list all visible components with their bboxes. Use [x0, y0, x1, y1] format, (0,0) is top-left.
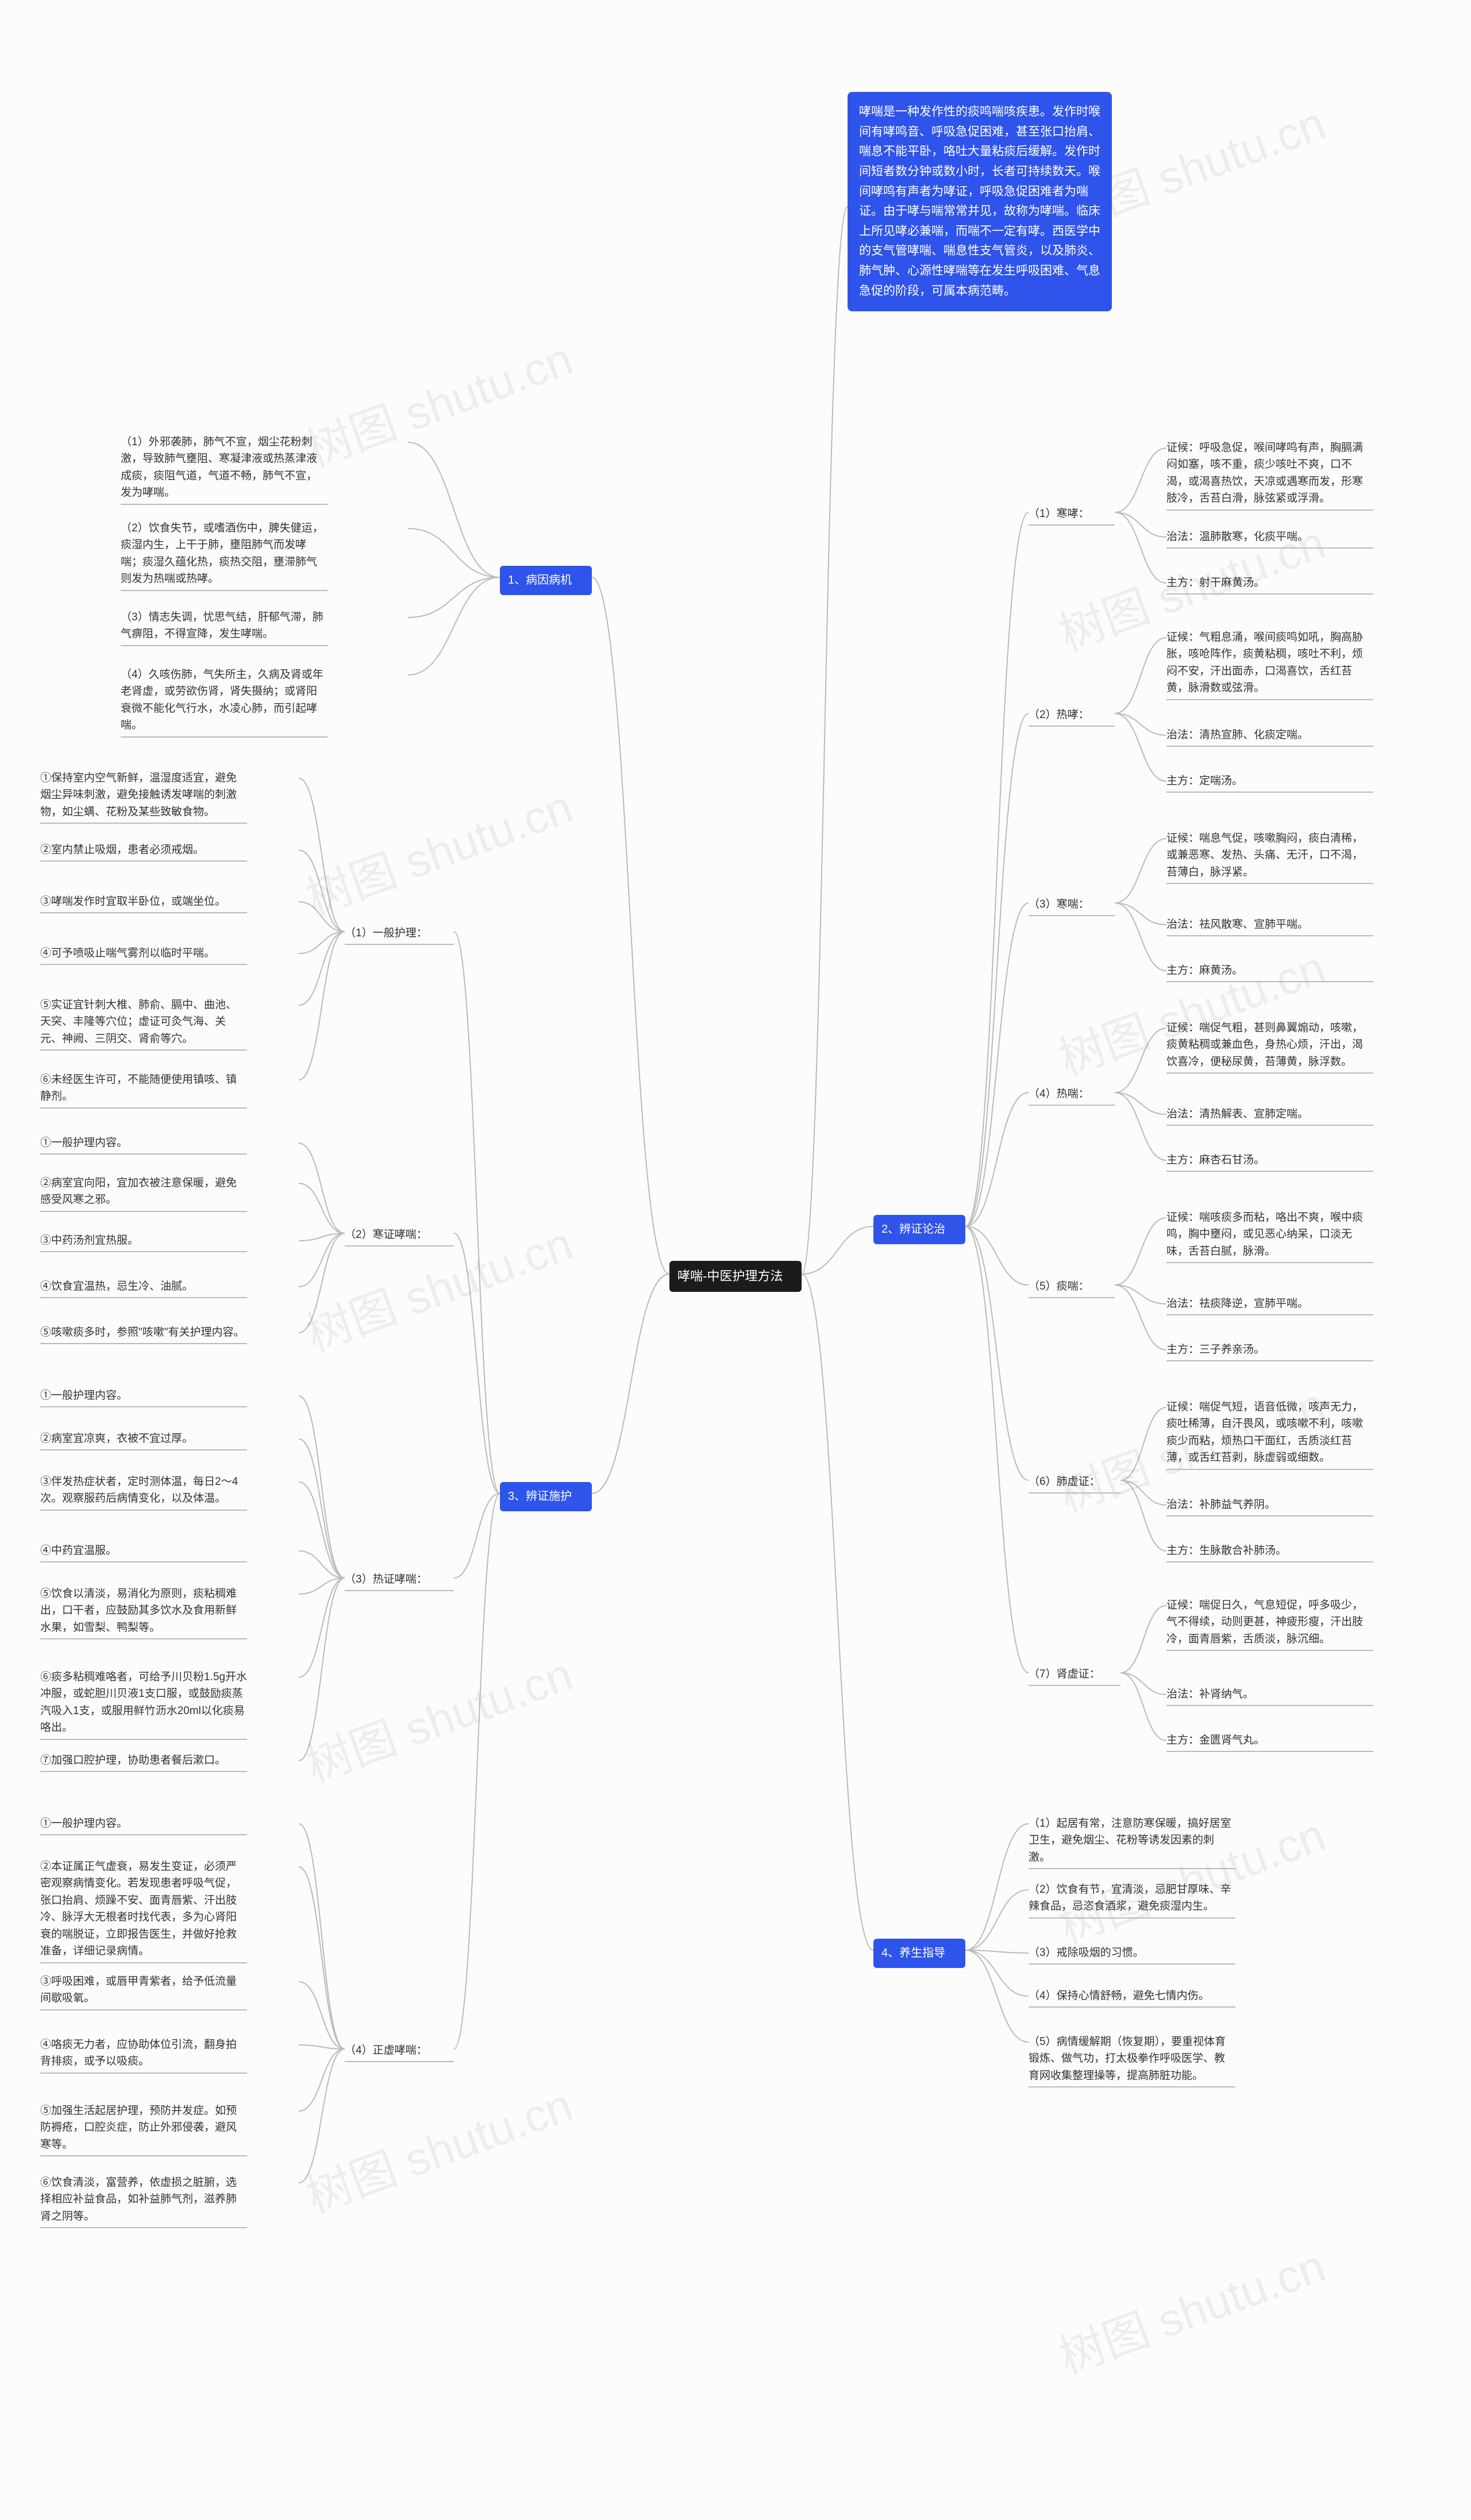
- leaf-s3d-3: ④咯痰无力者，应协助体位引流，翻身拍背排痰，或予以吸痰。: [40, 2036, 247, 2074]
- section-r4: 4、养生指导: [873, 1939, 965, 1968]
- leaf-s3c-6: ⑦加强口腔护理，协助患者餐后漱口。: [40, 1752, 247, 1772]
- leaf-s1-3: （4）久咳伤肺，气失所主，久病及肾或年老肾虚，或劳欲伤肾，肾失摄纳；或肾阳衰微不…: [121, 666, 328, 738]
- trip-r2g-0: 证候：喘促日久，气息短促，呼多吸少，气不得续，动则更甚，神疲形瘦，汗出肢冷，面青…: [1166, 1597, 1373, 1651]
- leaf-s3c-3: ④中药宜温服。: [40, 1542, 247, 1562]
- trip-r2b-1: 治法：清热宣肺、化痰定喘。: [1166, 727, 1373, 747]
- trip-r2d-2: 主方：麻杏石甘汤。: [1166, 1152, 1373, 1172]
- leaf-s3a-5: ⑥未经医生许可，不能随便使用镇咳、镇静剂。: [40, 1071, 247, 1109]
- sub-r2c: （3）寒喘：: [1029, 896, 1115, 916]
- leaf-r4-1: （2）饮食有节，宜清淡，忌肥甘厚味、辛辣食品，忌恣食酒浆，避免痰湿内生。: [1029, 1881, 1235, 1919]
- leaf-r4-0: （1）起居有常，注意防寒保暖，搞好居室卫生，避免烟尘、花粉等诱发因素的刺激。: [1029, 1815, 1235, 1869]
- trip-r2d-0: 证候：喘促气粗，甚则鼻翼煽动，咳嗽，痰黄粘稠或兼血色，身热心烦，汗出，渴饮喜冷，…: [1166, 1020, 1373, 1074]
- trip-r2c-0: 证候：喘息气促，咳嗽胸闷，痰白清稀，或兼恶寒、发热、头痛、无汗，口不渴，苔薄白，…: [1166, 830, 1373, 884]
- leaf-s3a-2: ③哮喘发作时宜取半卧位，或端坐位。: [40, 893, 247, 913]
- trip-r2f-0: 证候：喘促气短，语音低微，咳声无力，痰吐稀薄，自汗畏风，或咳嗽不利，咳嗽痰少而粘…: [1166, 1399, 1373, 1470]
- leaf-s3d-5: ⑥饮食清淡，富营养，依虚损之脏腑，选择相应补益食品，如补益肺气剂，滋养肺肾之阴等…: [40, 2174, 247, 2228]
- watermark: 树图 shutu.cn: [296, 770, 580, 928]
- section-s3: 3、辨证施护: [500, 1482, 592, 1511]
- root-node: 哮喘-中医护理方法: [669, 1261, 802, 1292]
- intro-text-box: 哮喘是一种发作性的痰鸣喘咳疾患。发作时喉间有哮鸣音、呼吸急促困难，甚至张口抬肩、…: [848, 92, 1112, 311]
- leaf-s3c-5: ⑥痰多粘稠难咯者，可给予川贝粉1.5g开水冲服，或蛇胆川贝液1支口服，或鼓励痰蒸…: [40, 1669, 247, 1740]
- trip-r2b-0: 证候：气粗息涌，喉间痰鸣如吼，胸高胁胀，咳呛阵作，痰黄粘稠，咳吐不利，烦闷不安，…: [1166, 629, 1373, 700]
- leaf-s3c-0: ①一般护理内容。: [40, 1387, 247, 1407]
- sub-s3d: （4）正虚哮喘：: [345, 2042, 454, 2062]
- trip-r2e-1: 治法：祛痰降逆，宣肺平喘。: [1166, 1295, 1373, 1315]
- trip-r2b-2: 主方：定喘汤。: [1166, 773, 1373, 793]
- sub-r2b: （2）热哮：: [1029, 707, 1115, 727]
- sub-r2d: （4）热喘：: [1029, 1086, 1115, 1106]
- leaf-s3d-1: ②本证属正气虚衰，易发生变证，必须严密观察病情变化。若发现患者呼吸气促，张口抬肩…: [40, 1858, 247, 1963]
- sub-r2f: （6）肺虚证：: [1029, 1473, 1120, 1494]
- leaf-s3a-1: ②室内禁止吸烟，患者必须戒烟。: [40, 842, 247, 862]
- sub-r2e: （5）痰喘：: [1029, 1278, 1115, 1298]
- leaf-s3a-3: ④可予喷吸止喘气雾剂以临时平喘。: [40, 945, 247, 965]
- leaf-s3b-2: ③中药汤剂宜热服。: [40, 1232, 247, 1252]
- trip-r2c-2: 主方：麻黄汤。: [1166, 962, 1373, 982]
- leaf-s1-2: （3）情志失调，忧思气结，肝郁气滞，肺气痹阻，不得宣降，发生哮喘。: [121, 609, 328, 646]
- leaf-s3d-4: ⑤加强生活起居护理，预防并发症。如预防褥疮，口腔炎症，防止外邪侵袭，避风寒等。: [40, 2102, 247, 2156]
- trip-r2a-1: 治法：温肺散寒，化痰平喘。: [1166, 528, 1373, 549]
- leaf-r4-3: （4）保持心情舒畅，避免七情内伤。: [1029, 1988, 1235, 2008]
- sub-s3b: （2）寒证哮喘：: [345, 1226, 454, 1247]
- sub-s3a: （1）一般护理：: [345, 925, 454, 945]
- trip-r2c-1: 治法：祛风散寒、宣肺平喘。: [1166, 916, 1373, 936]
- leaf-s3c-1: ②病室宜凉爽，衣被不宜过厚。: [40, 1430, 247, 1450]
- leaf-s3b-4: ⑤咳嗽痰多时，参照"咳嗽"有关护理内容。: [40, 1324, 247, 1344]
- sub-r2g: （7）肾虚证：: [1029, 1666, 1120, 1686]
- leaf-s3c-4: ⑤饮食以清淡，易消化为原则，痰粘稠难出，口干者，应鼓励其多饮水及食用新鲜水果，如…: [40, 1585, 247, 1639]
- section-r2: 2、辨证论治: [873, 1215, 965, 1244]
- trip-r2g-2: 主方：金匮肾气丸。: [1166, 1732, 1373, 1752]
- trip-r2g-1: 治法：补肾纳气。: [1166, 1686, 1373, 1706]
- watermark: 树图 shutu.cn: [296, 2069, 580, 2226]
- trip-r2f-2: 主方：生脉散合补肺汤。: [1166, 1542, 1373, 1562]
- leaf-s3c-2: ③伴发热症状者，定时测体温，每日2～4次。观察服药后病情变化，以及体温。: [40, 1473, 247, 1511]
- leaf-s3d-2: ③呼吸困难，或唇甲青紫者，给予低流量间歇吸氧。: [40, 1973, 247, 2010]
- sub-s3c: （3）热证哮喘：: [345, 1571, 454, 1591]
- leaf-r4-2: （3）戒除吸烟的习惯。: [1029, 1944, 1235, 1965]
- leaf-s3d-0: ①一般护理内容。: [40, 1815, 247, 1835]
- trip-r2a-2: 主方：射干麻黄汤。: [1166, 574, 1373, 595]
- leaf-r4-4: （5）病情缓解期（恢复期），要重视体育锻炼、做气功，打太极拳作呼吸医学、教育网收…: [1029, 2033, 1235, 2087]
- leaf-s1-0: （1）外邪袭肺，肺气不宣，烟尘花粉刺激，导致肺气壅阻、寒凝津液或热蒸津液成痰，痰…: [121, 434, 328, 505]
- sub-r2a: （1）寒哮：: [1029, 505, 1115, 526]
- trip-r2f-1: 治法：补肺益气养阴。: [1166, 1496, 1373, 1516]
- leaf-s3b-1: ②病室宜向阳，宜加衣被注意保暖，避免感受风寒之邪。: [40, 1175, 247, 1212]
- leaf-s3b-0: ①一般护理内容。: [40, 1134, 247, 1155]
- leaf-s3b-3: ④饮食宜温热，忌生冷、油腻。: [40, 1278, 247, 1298]
- watermark: 树图 shutu.cn: [296, 322, 580, 480]
- watermark: 树图 shutu.cn: [296, 1638, 580, 1796]
- trip-r2e-2: 主方：三子养亲汤。: [1166, 1341, 1373, 1361]
- section-s1: 1、病因病机: [500, 566, 592, 595]
- leaf-s3a-0: ①保持室内空气新鲜，温湿度适宜，避免烟尘异味刺激，避免接触诱发哮喘的刺激物，如尘…: [40, 770, 247, 824]
- watermark: 树图 shutu.cn: [1049, 2229, 1333, 2387]
- trip-r2e-0: 证候：喘咳痰多而粘，咯出不爽，喉中痰鸣，胸中壅闷，或见恶心纳呆，口淡无味，舌苔白…: [1166, 1209, 1373, 1263]
- leaf-s1-1: （2）饮食失节，或嗜酒伤中，脾失健运，痰湿内生，上干于肺，壅阻肺气而发哮喘；痰湿…: [121, 520, 328, 591]
- leaf-s3a-4: ⑤实证宜针刺大椎、肺俞、膈中、曲池、天突、丰隆等穴位；虚证可灸气海、关元、神阙、…: [40, 997, 247, 1051]
- trip-r2a-0: 证候：呼吸急促，喉间哮鸣有声，胸膈满闷如塞，咳不重，痰少咳吐不爽，口不渴，或渴喜…: [1166, 439, 1373, 511]
- mindmap-canvas: 树图 shutu.cn 树图 shutu.cn 树图 shutu.cn 树图 shut…: [0, 0, 1471, 2520]
- trip-r2d-1: 治法：清热解表、宣肺定喘。: [1166, 1106, 1373, 1126]
